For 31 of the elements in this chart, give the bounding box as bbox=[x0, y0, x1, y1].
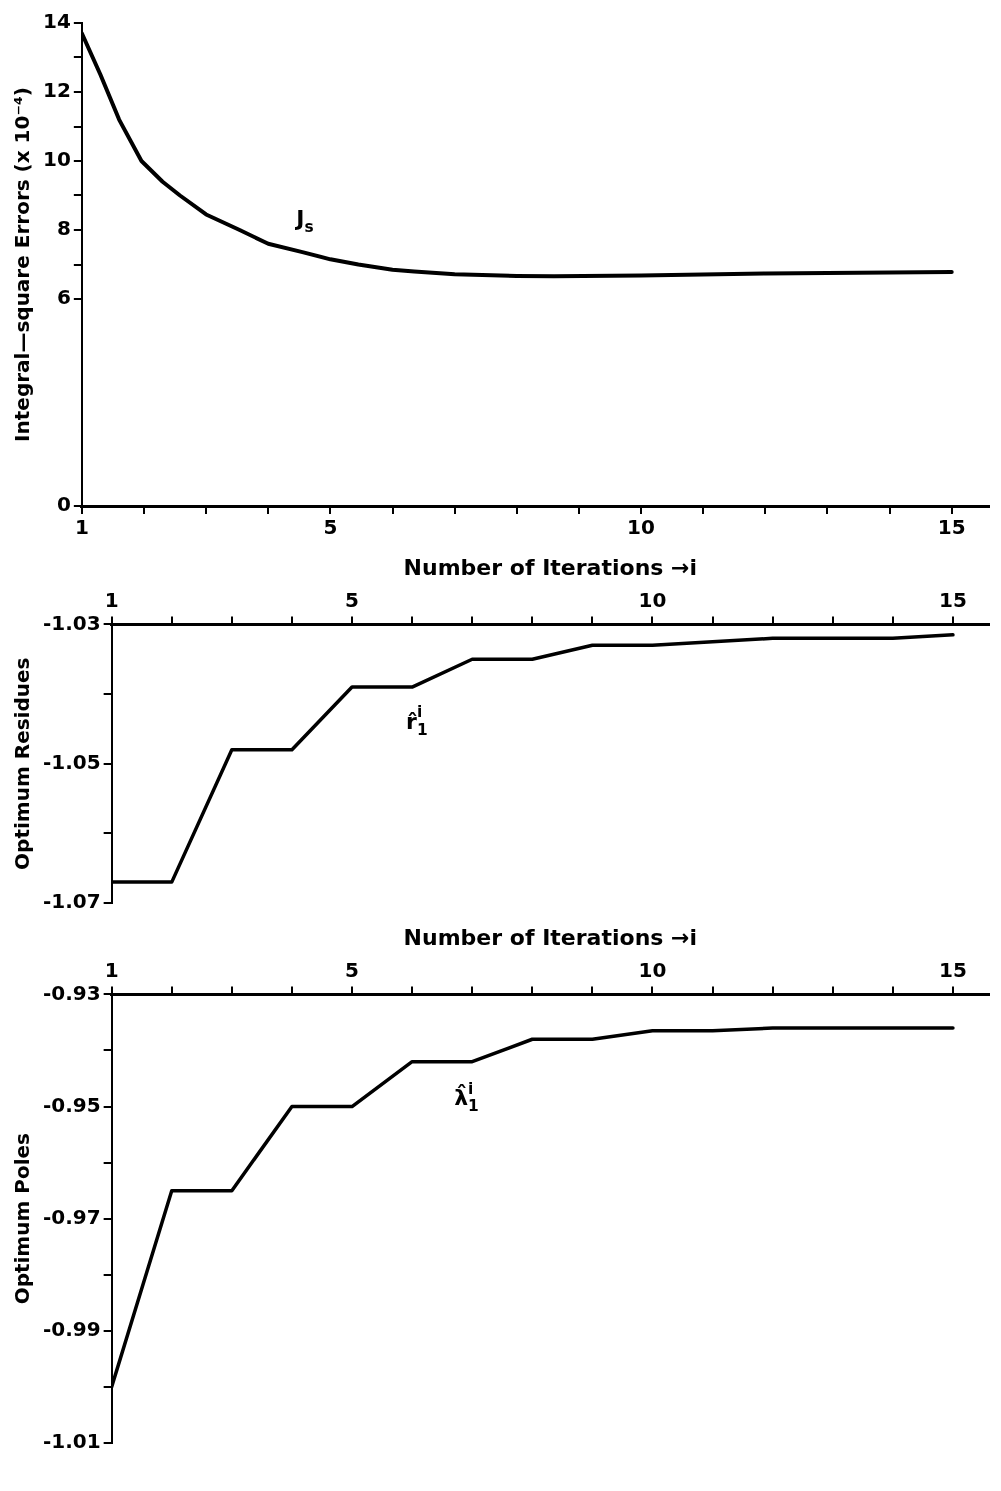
x-tick-label: 15 bbox=[939, 957, 967, 982]
y-tick-label: 14 bbox=[42, 9, 71, 34]
x-tick-label: 5 bbox=[323, 515, 338, 540]
y-tick-label: -0.93 bbox=[42, 980, 101, 1005]
y-tick-label: 6 bbox=[56, 285, 71, 310]
y-axis-title: Integral—square Errors (x 10⁻⁴) bbox=[10, 87, 35, 442]
x-tick-label: 1 bbox=[74, 515, 89, 540]
y-tick-label: -1.05 bbox=[42, 749, 101, 774]
x-tick-label: 5 bbox=[345, 957, 359, 982]
y-axis-title: Optimum Residues bbox=[10, 657, 35, 870]
x-tick-label: 5 bbox=[345, 587, 359, 612]
y-tick-label: 0 bbox=[56, 492, 71, 517]
y-tick-label: -0.97 bbox=[42, 1204, 101, 1229]
x-tick-label: 10 bbox=[627, 515, 655, 540]
x-tick-label: 1 bbox=[104, 957, 119, 982]
x-tick-label: 10 bbox=[638, 957, 667, 982]
x-axis-title: Number of Iterations →i bbox=[403, 554, 698, 580]
y-axis-title: Optimum Poles bbox=[10, 1133, 35, 1305]
y-tick-label: -0.99 bbox=[42, 1317, 101, 1342]
y-tick-label: -1.01 bbox=[42, 1429, 101, 1454]
x-tick-label: 15 bbox=[937, 515, 966, 540]
x-tick-label: 10 bbox=[638, 587, 667, 612]
y-tick-label: -0.95 bbox=[42, 1092, 101, 1117]
y-tick-label: -1.03 bbox=[42, 610, 101, 635]
x-tick-label: 1 bbox=[104, 587, 119, 612]
y-tick-label: -1.07 bbox=[42, 889, 101, 914]
x-tick-label: 15 bbox=[939, 587, 967, 612]
x-axis-title: Number of Iterations →i bbox=[403, 924, 698, 950]
y-tick-label: 12 bbox=[42, 78, 71, 103]
y-tick-label: 8 bbox=[56, 216, 71, 241]
y-tick-label: 10 bbox=[42, 147, 71, 172]
